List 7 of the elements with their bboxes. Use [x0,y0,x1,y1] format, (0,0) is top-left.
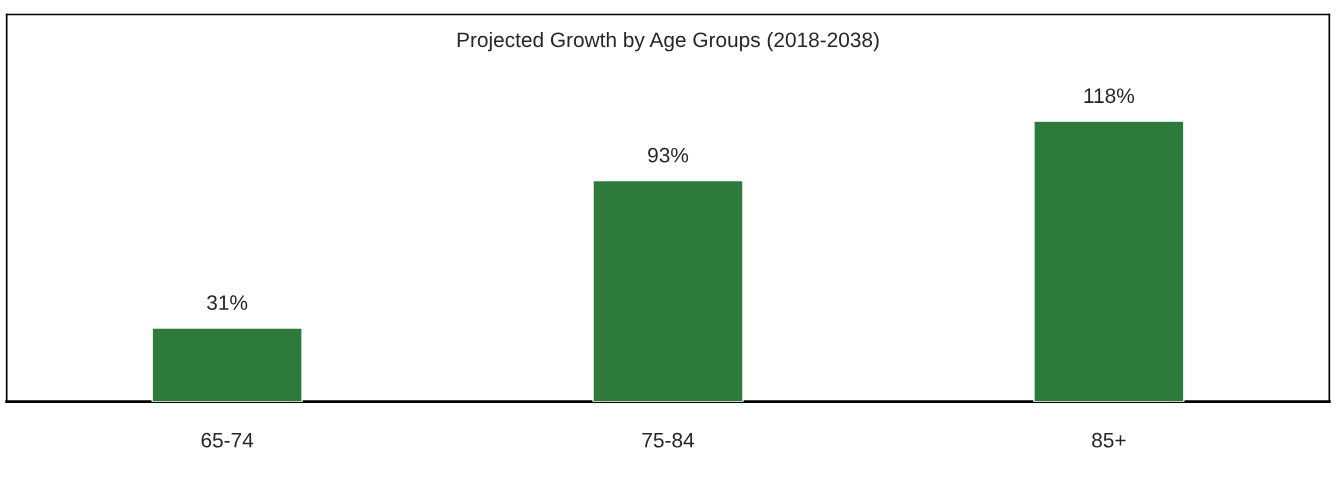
data-label: 93% [648,147,689,163]
chart-title: Projected Growth by Age Groups (2018-2038) [457,31,879,52]
x-tick-label: 65-74 [201,432,254,448]
x-tick-label: 75-84 [642,432,695,448]
x-tick-label: 85+ [1092,432,1126,448]
data-label: 118% [1084,88,1135,104]
data-label: 31% [207,295,248,310]
